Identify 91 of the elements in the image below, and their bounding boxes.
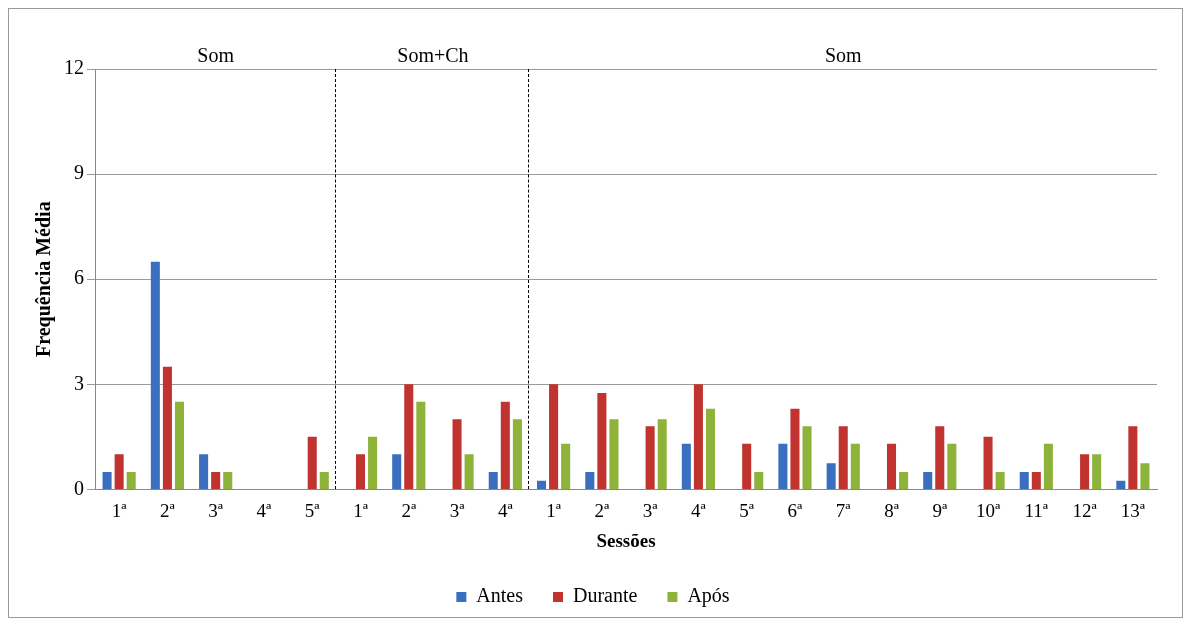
text: Som+Ch: [397, 44, 469, 67]
x-tick-label: 2ª: [594, 499, 610, 521]
bar: [826, 463, 836, 489]
bar: [355, 454, 366, 489]
bar: [223, 471, 233, 489]
x-tick-label: 5ª: [739, 499, 755, 521]
bar: [1043, 443, 1053, 489]
x-tick-label: 11ª: [1024, 499, 1049, 521]
x-tick-label: 4ª: [497, 499, 514, 521]
bar: [162, 366, 172, 489]
bar: [838, 426, 848, 489]
x-tick-label: 12ª: [1072, 499, 1098, 521]
x-tick-label: 13ª: [1120, 499, 1146, 521]
text: Som: [197, 44, 235, 67]
y-tick-label: 6: [74, 266, 84, 289]
text: Som: [824, 44, 863, 67]
bar: [488, 471, 498, 489]
bar: [995, 471, 1005, 489]
x-tick-label: 8ª: [884, 499, 900, 521]
y-tick-label: 9: [74, 161, 84, 184]
bar: [609, 419, 619, 489]
bar: [802, 426, 812, 489]
bar: [1116, 480, 1126, 489]
bar: [537, 480, 547, 489]
x-tick-label: 9ª: [932, 499, 948, 521]
bar: [742, 443, 752, 489]
bar: [452, 419, 462, 489]
x-tick-label: 3ª: [208, 499, 224, 521]
chart-frame: Sessões Frequência Média Antes Durante Após 1ª 2ª 3ª 4ª 5ª 1ª 2ª 3ª 4ª 1ª 2ª 3ª 4ª 5ª 6ª 7ª 8ª 9ª 10ª 11ª 12ª 13ª 0 3 6 9 12 Som Som+Ch Som: [8, 8, 1183, 618]
bar: [464, 454, 474, 489]
bar: [585, 471, 595, 489]
legend-label: Antes: [476, 584, 524, 607]
x-tick-label: 10ª: [975, 499, 1001, 521]
bar: [1080, 454, 1090, 489]
bar: [150, 261, 160, 489]
bar: [657, 419, 667, 489]
bar: [199, 454, 209, 489]
bar: [174, 401, 184, 489]
x-tick-label: 6ª: [787, 499, 804, 521]
bar: [512, 419, 522, 489]
bar: [319, 471, 329, 489]
bar: [935, 426, 945, 489]
bar: [1092, 454, 1102, 489]
bar: [368, 436, 378, 489]
bar: [549, 384, 559, 489]
bar: [886, 443, 897, 489]
bar: [754, 471, 764, 489]
y-tick-label: 3: [74, 371, 84, 394]
x-tick-label: 1ª: [353, 499, 369, 521]
bar: [693, 384, 703, 489]
x-tick-label: 1ª: [546, 499, 562, 521]
bar: [1128, 426, 1138, 489]
bar: [416, 401, 426, 489]
bar: [681, 443, 691, 489]
y-tick-label: 12: [64, 56, 84, 79]
x-tick-label: 2ª: [401, 499, 417, 521]
x-tick-label: 4ª: [256, 499, 273, 521]
bar: [561, 443, 571, 489]
bar: [850, 443, 860, 489]
x-tick-label: 1ª: [111, 499, 128, 521]
bar: [114, 454, 124, 489]
bar: [126, 471, 136, 489]
bar: [778, 443, 788, 489]
bar: [211, 471, 221, 489]
x-tick-label: 5ª: [304, 499, 321, 521]
legend-label: Durante: [573, 584, 638, 607]
bar: [899, 471, 909, 489]
x-axis-title: Sessões: [596, 529, 656, 551]
bar: [705, 408, 715, 489]
bar: [983, 436, 993, 489]
bar: [947, 443, 957, 489]
bar: [307, 436, 317, 489]
bar: [1140, 463, 1150, 489]
bar: [923, 471, 933, 489]
bar: [500, 401, 510, 489]
bar: [404, 384, 414, 489]
legend-label: Após: [687, 584, 730, 608]
y-axis-title: Frequência Média: [32, 201, 56, 358]
x-tick-label: 4ª: [691, 499, 707, 521]
bar: [392, 454, 402, 489]
x-tick-label: 3ª: [642, 499, 659, 521]
bar: [1031, 471, 1041, 489]
bar: [597, 393, 607, 489]
x-tick-label: 2ª: [160, 499, 176, 521]
x-tick-label: 7ª: [835, 499, 852, 521]
bar: [645, 426, 655, 489]
x-tick-label: 3ª: [449, 499, 466, 521]
bar: [790, 408, 800, 489]
bar: [102, 471, 112, 489]
y-tick-label: 0: [74, 476, 84, 499]
bar: [1019, 471, 1029, 489]
